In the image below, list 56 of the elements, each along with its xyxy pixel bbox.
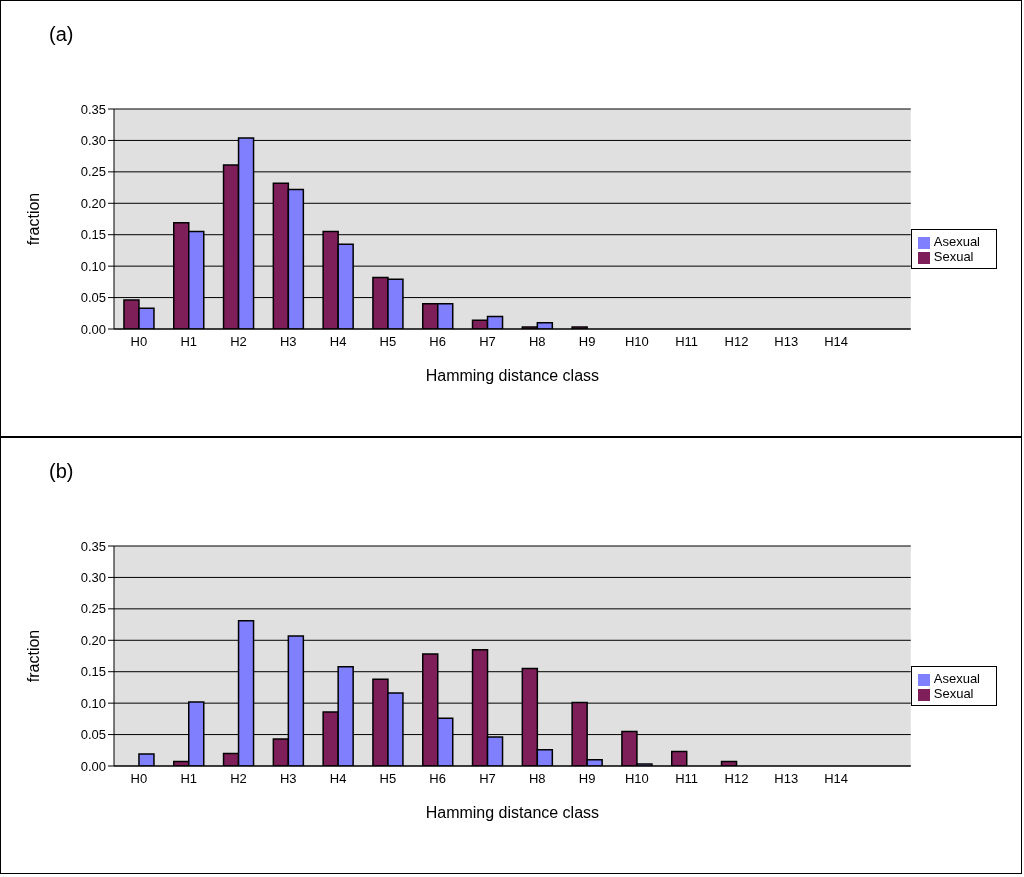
x-tick-label: H7 xyxy=(479,334,496,350)
y-tick-label: 0.10 xyxy=(80,695,106,711)
x-tick-label: H4 xyxy=(329,334,347,350)
x-tick-label: H6 xyxy=(429,771,446,787)
x-tick-label: H14 xyxy=(824,334,848,350)
x-tick-label: H14 xyxy=(824,771,848,787)
y-axis-title: fraction xyxy=(24,629,42,683)
x-tick-label: H10 xyxy=(624,771,649,787)
x-tick-label: H2 xyxy=(230,771,247,787)
x-tick-label: H5 xyxy=(379,771,397,787)
x-tick-label: H1 xyxy=(180,771,198,787)
x-tick-label: H9 xyxy=(578,771,596,787)
x-tick-label: H1 xyxy=(180,334,198,350)
legend-label: Sexual xyxy=(933,249,974,264)
x-tick-label: H3 xyxy=(279,334,297,350)
y-tick-label: 0.25 xyxy=(80,164,106,180)
x-tick-label: H11 xyxy=(675,771,699,787)
chart-title: (b) xyxy=(49,460,74,483)
x-tick-label: H13 xyxy=(774,771,799,787)
y-tick-label: 0.15 xyxy=(80,227,106,243)
x-tick-label: H12 xyxy=(724,334,749,350)
y-tick-label: 0.35 xyxy=(80,538,106,554)
y-tick-label: 0.00 xyxy=(80,758,106,774)
x-tick-label: H5 xyxy=(379,334,397,350)
y-tick-label: 0.20 xyxy=(80,195,106,211)
x-tick-label: H12 xyxy=(724,771,749,787)
x-tick-label: H3 xyxy=(279,771,297,787)
x-tick-label: H7 xyxy=(479,771,496,787)
y-tick-label: 0.35 xyxy=(80,101,106,117)
y-tick-label: 0.05 xyxy=(80,727,106,743)
x-tick-label: H10 xyxy=(624,334,649,350)
x-axis-title: Hamming distance class xyxy=(425,804,600,821)
legend-label: Sexual xyxy=(933,686,974,701)
y-tick-label: 0.30 xyxy=(80,570,106,586)
y-tick-label: 0.20 xyxy=(80,632,106,648)
x-tick-label: H8 xyxy=(528,334,546,350)
y-tick-label: 0.10 xyxy=(80,258,106,274)
y-tick-label: 0.05 xyxy=(80,290,106,306)
y-tick-label: 0.15 xyxy=(80,664,106,680)
x-tick-label: H9 xyxy=(578,334,596,350)
x-tick-label: H8 xyxy=(528,771,546,787)
x-tick-label: H11 xyxy=(675,334,699,350)
x-tick-label: H6 xyxy=(429,334,446,350)
y-axis-title: fraction xyxy=(24,192,42,246)
x-axis-title: Hamming distance class xyxy=(425,367,600,384)
y-tick-label: 0.30 xyxy=(80,133,106,149)
x-tick-label: H13 xyxy=(774,334,799,350)
legend-label: Asexual xyxy=(933,234,980,249)
chart-title: (a) xyxy=(49,23,74,46)
legend-label: Asexual xyxy=(933,671,980,686)
x-tick-label: H0 xyxy=(130,334,148,350)
y-tick-label: 0.00 xyxy=(80,321,106,337)
y-tick-label: 0.25 xyxy=(80,601,106,617)
x-tick-label: H2 xyxy=(230,334,247,350)
x-tick-label: H0 xyxy=(130,771,148,787)
x-tick-label: H4 xyxy=(329,771,347,787)
